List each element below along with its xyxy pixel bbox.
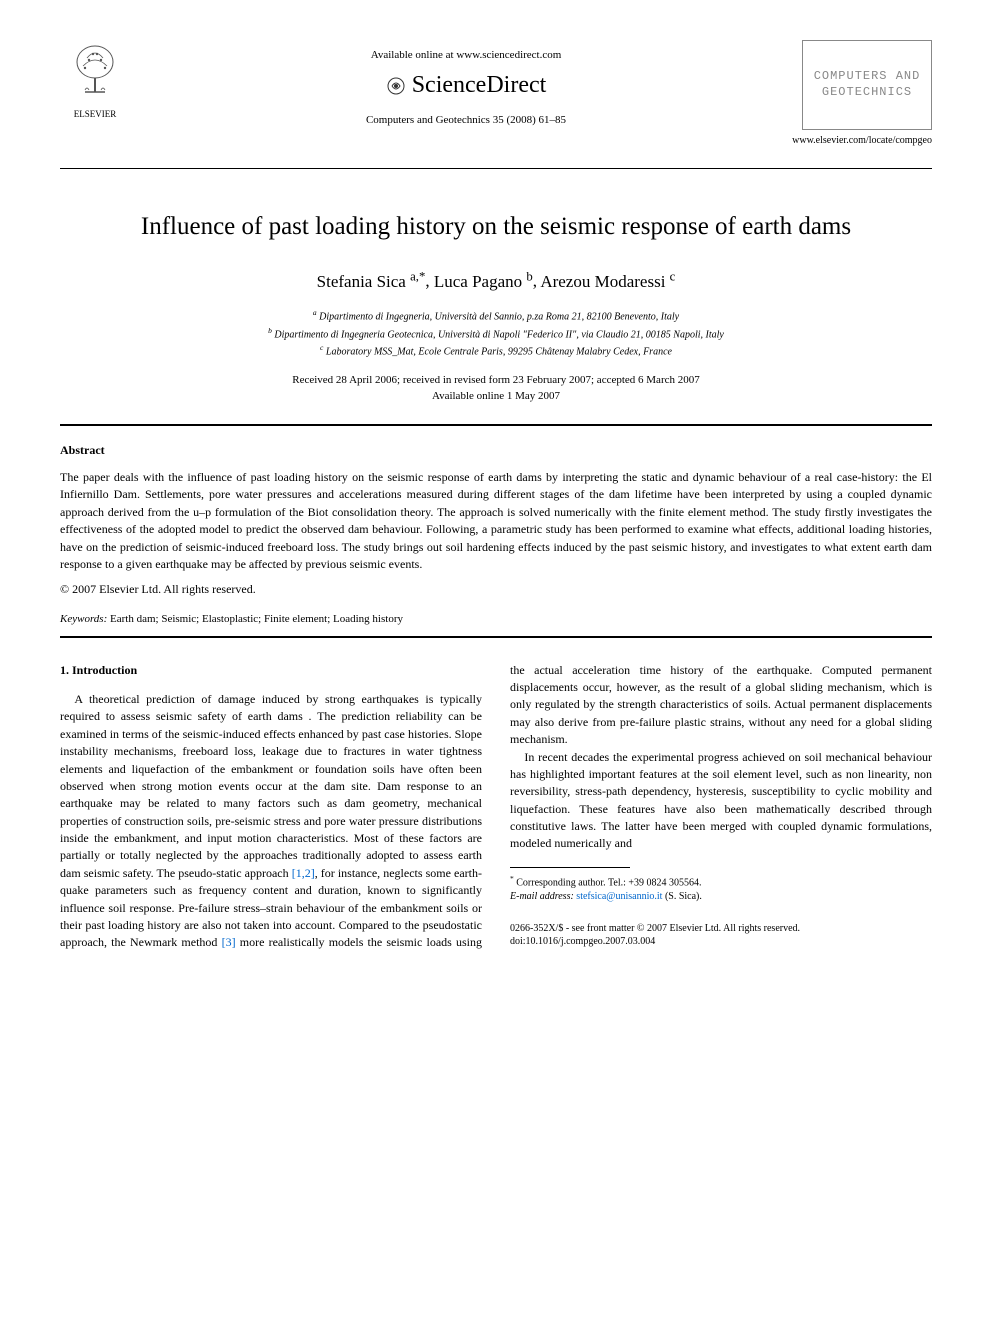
issn-line: 0266-352X/$ - see front matter © 2007 El…: [510, 922, 932, 935]
article-dates: Received 28 April 2006; received in revi…: [60, 373, 932, 404]
intro-para-2: In recent decades the experimental progr…: [510, 749, 932, 853]
keywords-label: Keywords:: [60, 613, 107, 625]
author-1: Stefania Sica a,*: [317, 272, 426, 291]
affiliation-c: c Laboratory MSS_Mat, Ecole Centrale Par…: [60, 342, 932, 359]
email-link[interactable]: stefsica@unisannio.it: [576, 891, 662, 902]
footnote-separator: [510, 867, 630, 868]
online-date: Available online 1 May 2007: [60, 389, 932, 404]
article-title: Influence of past loading history on the…: [60, 209, 932, 244]
divider-abstract-bottom: [60, 636, 932, 638]
body-columns: 1. Introduction A theoretical prediction…: [60, 662, 932, 952]
author-2: Luca Pagano b: [434, 272, 533, 291]
elsevier-logo: ELSEVIER: [60, 40, 130, 120]
abstract-heading: Abstract: [60, 442, 932, 459]
footnotes: * Corresponding author. Tel.: +39 0824 3…: [510, 874, 932, 904]
abstract-copyright: © 2007 Elsevier Ltd. All rights reserved…: [60, 581, 932, 598]
divider-abstract-top: [60, 424, 932, 426]
section-1-heading: 1. Introduction: [60, 662, 482, 679]
affiliations: a Dipartimento di Ingegneria, Università…: [60, 307, 932, 359]
citation-text: Computers and Geotechnics 35 (2008) 61–8…: [130, 113, 802, 128]
sciencedirect-text: ScienceDirect: [412, 69, 547, 103]
ref-link-3[interactable]: [3]: [222, 935, 236, 949]
affiliation-a: a Dipartimento di Ingegneria, Università…: [60, 307, 932, 324]
doi-line: doi:10.1016/j.compgeo.2007.03.004: [510, 935, 932, 948]
sciencedirect-icon: [386, 76, 406, 96]
authors: Stefania Sica a,*, Luca Pagano b, Arezou…: [60, 268, 932, 293]
sciencedirect-brand: ScienceDirect: [130, 69, 802, 103]
email-line: E-mail address: stefsica@unisannio.it (S…: [510, 890, 932, 904]
header-row: ELSEVIER Available online at www.science…: [60, 40, 932, 130]
divider-top-thin: [60, 168, 932, 169]
corresponding-author: * Corresponding author. Tel.: +39 0824 3…: [510, 874, 932, 890]
bottom-info: 0266-352X/$ - see front matter © 2007 El…: [510, 922, 932, 948]
journal-box: COMPUTERS AND GEOTECHNICS: [802, 40, 932, 130]
email-tail: (S. Sica).: [665, 891, 702, 902]
keywords-list: Earth dam; Seismic; Elastoplastic; Finit…: [110, 613, 403, 625]
journal-box-wrapper: COMPUTERS AND GEOTECHNICS: [802, 40, 932, 130]
available-online-text: Available online at www.sciencedirect.co…: [130, 48, 802, 63]
author-3: Arezou Modaressi c: [540, 272, 675, 291]
journal-url[interactable]: www.elsevier.com/locate/compgeo: [60, 134, 932, 148]
elsevier-tree-icon: [65, 40, 125, 100]
affiliation-b: b Dipartimento di Ingegneria Geotecnica,…: [60, 325, 932, 342]
email-label: E-mail address:: [510, 891, 574, 902]
elsevier-label: ELSEVIER: [60, 108, 130, 121]
abstract-body: The paper deals with the influence of pa…: [60, 469, 932, 573]
center-header: Available online at www.sciencedirect.co…: [130, 40, 802, 128]
received-date: Received 28 April 2006; received in revi…: [60, 373, 932, 388]
ref-link-1-2[interactable]: [1,2]: [292, 866, 315, 880]
keywords: Keywords: Earth dam; Seismic; Elastoplas…: [60, 612, 932, 627]
